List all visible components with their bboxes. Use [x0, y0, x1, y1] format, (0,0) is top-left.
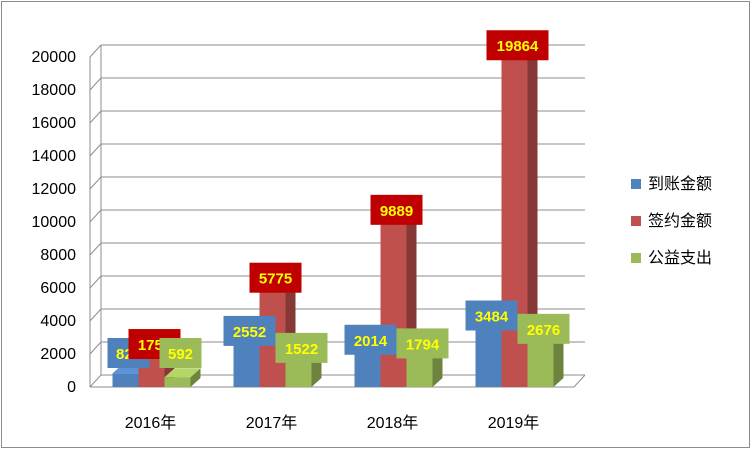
gridline-side: [89, 44, 102, 58]
legend-swatch: [631, 179, 641, 189]
data-label-box: [517, 313, 570, 344]
data-label-box: [159, 338, 202, 368]
gridline-side: [89, 242, 102, 256]
bar-side: [190, 368, 201, 387]
data-label: 592: [159, 338, 202, 368]
data-label-text: 1522: [285, 341, 318, 358]
x-tick-label: 2019年: [488, 414, 540, 432]
data-label: 9889: [370, 194, 423, 225]
data-label: 1794: [396, 328, 449, 359]
bar-front: [233, 344, 260, 387]
bar-front: [354, 353, 381, 387]
gridline-side: [89, 308, 102, 322]
data-label-box: [344, 324, 397, 355]
data-label-box: [396, 328, 449, 359]
legend-label: 签约金额: [648, 211, 712, 230]
data-label-text: 9889: [380, 203, 413, 220]
data-label-box: [370, 194, 423, 225]
x-tick-label: 2018年: [367, 414, 419, 432]
bar-side: [527, 50, 538, 388]
y-tick-label: 2000: [40, 346, 76, 363]
bar: [501, 50, 538, 388]
bar-front: [112, 373, 139, 387]
data-label: 3484: [465, 300, 518, 331]
data-labels-group: 8231755592255257751522201498891794348419…: [107, 30, 570, 368]
gridline-side: [89, 341, 102, 355]
data-label-box: [275, 332, 328, 363]
bar-front: [380, 223, 407, 387]
legend-item: 签约金额: [631, 211, 712, 230]
floor-right-edge: [573, 374, 586, 388]
data-label-box: [486, 30, 549, 61]
legend-label: 到账金额: [648, 174, 712, 193]
y-tick-label: 18000: [32, 82, 77, 99]
gridline-side: [89, 275, 102, 289]
gridline-side: [89, 374, 102, 388]
data-label: 2014: [344, 324, 397, 355]
data-label-text: 1794: [406, 336, 440, 353]
bar-front: [475, 329, 502, 387]
bar-front: [527, 342, 554, 387]
data-label-text: 19864: [497, 38, 539, 55]
data-label-box: [223, 315, 276, 346]
data-label: 19864: [486, 30, 549, 61]
legend-item: 公益支出: [631, 248, 712, 267]
y-tick-label: 4000: [40, 313, 76, 330]
legend-item: 到账金额: [631, 174, 712, 193]
gridline-side: [89, 77, 102, 91]
legend-swatch: [631, 253, 641, 263]
gridline-side: [89, 176, 102, 190]
bar-front: [285, 361, 312, 387]
x-tick-label: 2016年: [125, 414, 177, 432]
y-tick-label: 0: [67, 379, 76, 396]
gridline-side: [89, 143, 102, 157]
data-label: 1522: [275, 332, 328, 363]
data-label-text: 5775: [259, 271, 292, 288]
data-label-box: [465, 300, 518, 331]
bar-top: [164, 368, 201, 378]
gridline-side: [89, 110, 102, 124]
data-label: 2552: [223, 315, 276, 346]
y-tick-label: 16000: [32, 115, 77, 132]
data-label-box: [249, 262, 302, 293]
y-tick-label: 20000: [32, 49, 77, 66]
data-label-text: 3484: [475, 309, 509, 326]
y-tick-label: 14000: [32, 148, 77, 165]
data-label-text: 2014: [354, 333, 388, 350]
y-tick-label: 10000: [32, 214, 77, 231]
bar-front: [164, 377, 191, 387]
legend-label: 公益支出: [648, 248, 712, 267]
data-label-text: 2552: [233, 324, 266, 341]
bar-front: [406, 357, 433, 387]
x-tick-label: 2017年: [246, 414, 298, 432]
legend-swatch: [631, 216, 641, 226]
data-label: 2676: [517, 313, 570, 344]
data-label-text: 2676: [527, 322, 560, 339]
bar-side: [553, 333, 564, 387]
data-label-text: 592: [168, 346, 193, 363]
y-tick-label: 12000: [32, 181, 77, 198]
data-label: 5775: [249, 262, 302, 293]
y-tick-label: 8000: [40, 247, 76, 264]
bar: [164, 368, 201, 387]
y-tick-label: 6000: [40, 280, 76, 297]
gridline-side: [89, 209, 102, 223]
